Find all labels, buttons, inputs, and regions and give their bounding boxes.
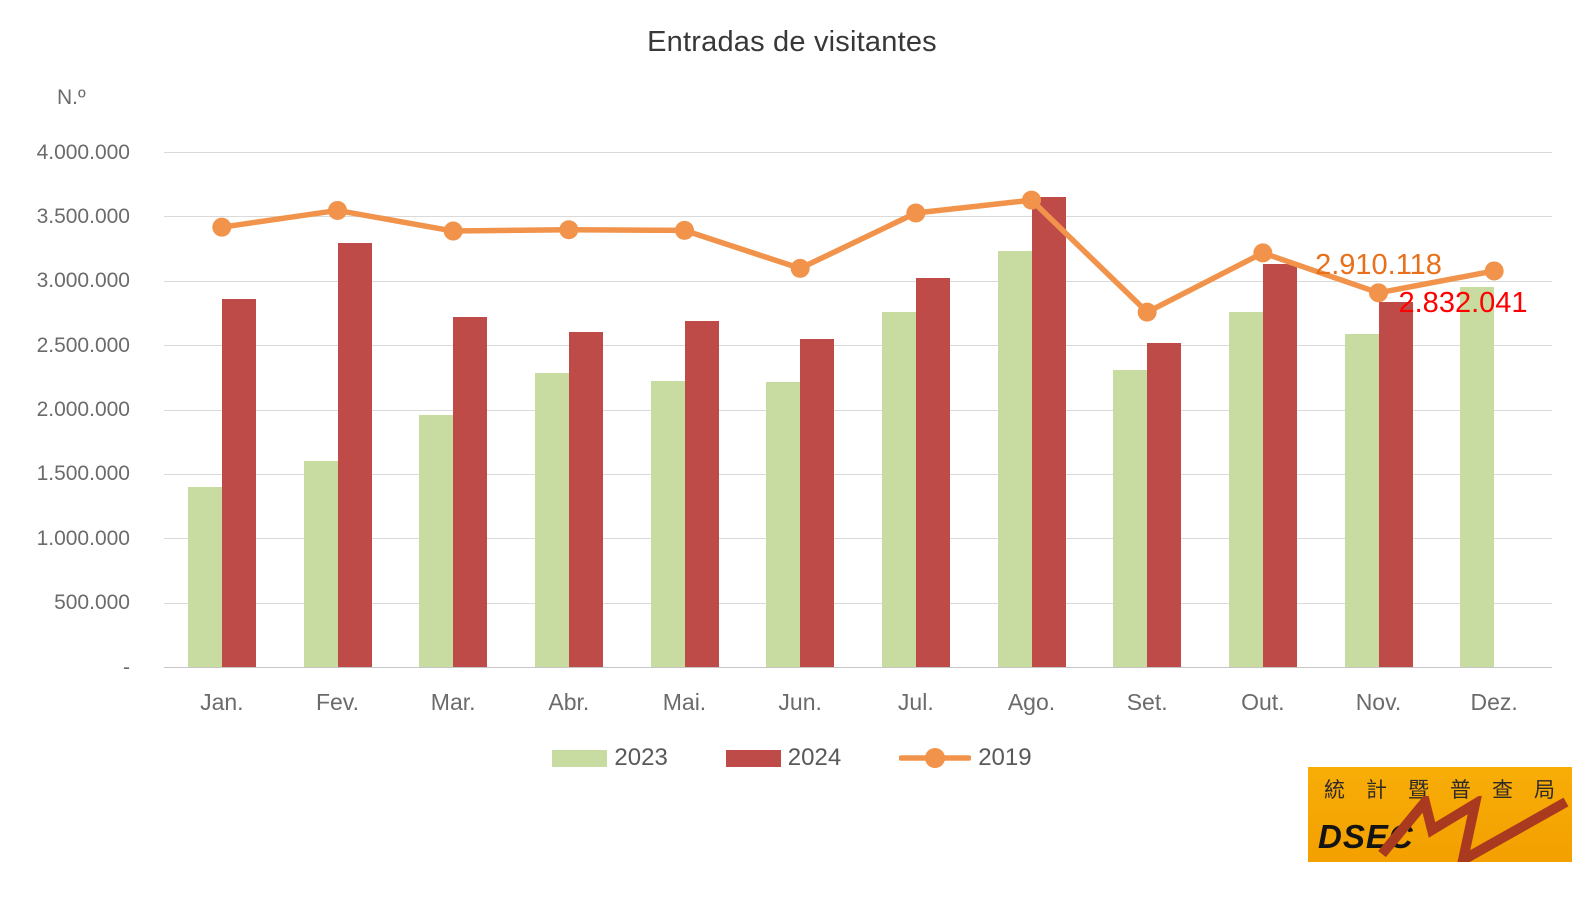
x-tick-label: Nov.	[1355, 689, 1402, 715]
bar-2024-Ago.	[1031, 197, 1066, 667]
x-tick-label: Out.	[1241, 689, 1285, 715]
x-tick-label: Jul.	[897, 689, 934, 715]
y-axis-title: N.º	[57, 86, 86, 109]
legend-item-2023: 2023	[552, 744, 668, 772]
y-tick-label: 500.000	[54, 591, 130, 615]
bar-2023-Jul.	[881, 311, 916, 667]
plot-area	[164, 152, 1552, 668]
bar-2023-Mai.	[650, 381, 685, 667]
x-axis-line	[164, 667, 1552, 668]
x-tick-label: Ago.	[1007, 689, 1056, 715]
bar-2023-Out.	[1228, 311, 1263, 667]
bar-2023-Ago.	[997, 251, 1032, 667]
y-tick-label: 3.000.000	[36, 269, 130, 293]
dsec-logo: 統計暨普查局 DSEC	[1308, 767, 1572, 862]
legend-item-2024: 2024	[725, 744, 842, 772]
legend-label: 2024	[787, 744, 842, 771]
gridline	[164, 538, 1552, 540]
bar-2023-Jan.	[187, 486, 222, 667]
y-tick-label: 1.000.000	[36, 526, 130, 550]
x-tick-label: Jun.	[778, 689, 822, 715]
bar-2023-Set.	[1113, 369, 1148, 667]
x-tick-label: Fev.	[315, 689, 359, 715]
bar-2023-Nov.	[1344, 333, 1379, 667]
y-tick-label: -	[123, 655, 130, 679]
bar-2024-Jun.	[800, 338, 835, 667]
bar-2023-Abr.	[534, 373, 569, 667]
x-tick-label: Mai.	[662, 689, 707, 715]
legend-swatch-icon	[552, 749, 608, 767]
bar-2024-Jan.	[221, 298, 256, 667]
y-tick-label: 3.500.000	[36, 204, 130, 228]
legend-label: 2019	[978, 744, 1032, 771]
gridline	[164, 345, 1552, 347]
y-tick-label: 1.500.000	[36, 462, 130, 486]
bar-2024-Fev.	[337, 243, 372, 667]
y-tick-label: 2.500.000	[36, 333, 130, 357]
x-tick-label: Mar.	[430, 689, 476, 715]
x-tick-label: Dez.	[1470, 689, 1518, 715]
bar-2023-Mar.	[419, 414, 454, 667]
legend-line-swatch-icon	[899, 748, 972, 768]
bar-2023-Jun.	[766, 382, 801, 667]
y-tick-label: 4.000.000	[36, 140, 130, 164]
y-tick-label: 2.000.000	[36, 398, 130, 421]
legend-item-2019: 2019	[899, 744, 1032, 772]
gridline	[164, 473, 1552, 475]
bar-2024-Jul.	[915, 278, 950, 667]
bar-2024-Abr.	[568, 332, 603, 667]
legend: 2023 2024 2019	[0, 744, 1584, 772]
gridline	[164, 602, 1552, 604]
chart-title: Entradas de visitantes	[647, 26, 937, 58]
bar-2024-Out.	[1262, 264, 1297, 667]
gridline	[164, 216, 1552, 218]
bar-2023-Dez.	[1460, 287, 1495, 667]
data-label-2019: 2.910.118	[1315, 248, 1442, 281]
dsec-logo-chinese-text: 統計暨普查局	[1324, 779, 1572, 802]
bar-2024-Mar.	[453, 316, 488, 667]
bar-2024-Nov.	[1378, 302, 1413, 667]
bar-2024-Set.	[1147, 342, 1182, 667]
x-tick-label: Jan.	[200, 689, 244, 715]
x-tick-label: Abr.	[548, 689, 590, 715]
data-label-2024: 2.832.041	[1398, 286, 1528, 319]
gridline	[164, 152, 1552, 153]
zigzag-line-icon	[1378, 796, 1569, 862]
gridline	[164, 409, 1552, 411]
bar-2024-Mai.	[684, 320, 719, 667]
bar-2023-Fev.	[303, 461, 338, 667]
x-tick-label: Set.	[1126, 689, 1168, 715]
legend-label: 2023	[614, 744, 668, 771]
legend-swatch-icon	[725, 749, 781, 767]
